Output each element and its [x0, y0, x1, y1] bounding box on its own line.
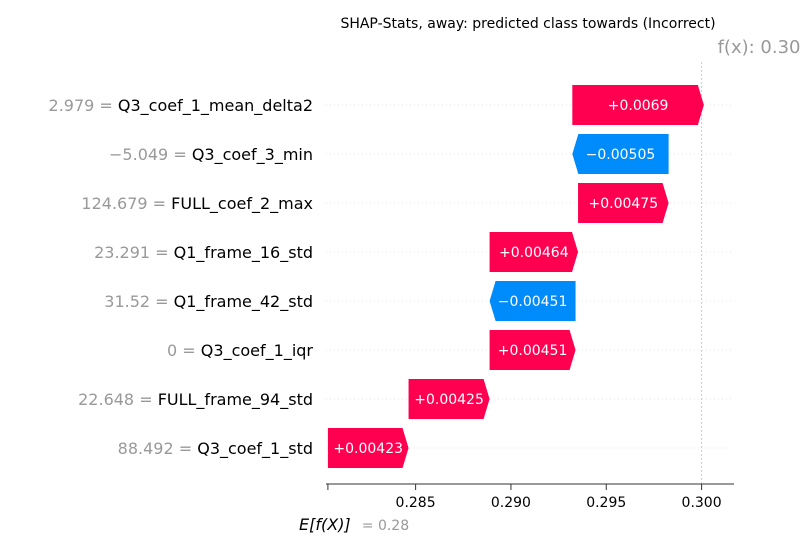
positive-shap-bar — [408, 379, 490, 419]
bar-value-label: +0.00425 — [414, 392, 484, 408]
positive-shap-bar — [572, 85, 704, 125]
positive-shap-bar — [578, 183, 669, 223]
x-ticks-layer: 0.285 0.290 0.295 0.300 — [327, 484, 722, 511]
feature-value: 124.679 = — [81, 194, 171, 213]
bar-value-label: +0.00423 — [333, 441, 403, 457]
base-value-text: = 0.28 — [362, 518, 409, 534]
feature-name: Q3_coef_1_iqr — [201, 341, 314, 361]
feature-name: Q1_frame_42_std — [174, 292, 313, 312]
bar-value-label: +0.00451 — [498, 343, 568, 359]
feature-label: 22.648 = FULL_frame_94_std — [78, 390, 313, 410]
feature-value: 23.291 = — [94, 243, 174, 262]
bar-value-label: +0.00475 — [589, 196, 659, 212]
feature-label: 23.291 = Q1_frame_16_std — [94, 243, 313, 263]
feature-label: 31.52 = Q1_frame_42_std — [104, 292, 313, 312]
feature-label: 88.492 = Q3_coef_1_std — [118, 439, 313, 459]
positive-shap-bar — [489, 330, 576, 370]
chart-title: SHAP-Stats, away: predicted class toward… — [340, 16, 715, 32]
feature-name: Q1_frame_16_std — [174, 243, 313, 263]
bars-layer: +0.0069 −0.00505 +0.00475 +0.00464 −0.00451 +… — [327, 85, 704, 468]
negative-shap-bar — [572, 134, 669, 174]
feature-labels-layer: 2.979 = Q3_coef_1_mean_delta2 −5.049 = Q3… — [49, 96, 314, 459]
bar-value-label: +0.00464 — [499, 245, 569, 261]
base-value-label: E[f(X)] = 0.28 — [299, 515, 409, 534]
feature-name: Q3_coef_3_min — [192, 145, 313, 165]
bar-value-label: −0.00505 — [586, 147, 656, 163]
feature-name: FULL_frame_94_std — [158, 390, 313, 410]
feature-value: 31.52 = — [104, 292, 173, 311]
feature-name: Q3_coef_1_std — [197, 439, 313, 459]
bar-value-label: −0.00451 — [498, 294, 568, 310]
x-tick-label: 0.290 — [491, 495, 531, 511]
feature-label: 0 = Q3_coef_1_iqr — [167, 341, 313, 361]
feature-value: 2.979 = — [49, 96, 118, 115]
x-tick-label: 0.300 — [682, 495, 722, 511]
grid-layer — [326, 104, 734, 449]
feature-value: −5.049 = — [109, 145, 192, 164]
feature-value: 22.648 = — [78, 390, 158, 409]
feature-label: 2.979 = Q3_coef_1_mean_delta2 — [49, 96, 313, 116]
x-tick-label: 0.285 — [396, 495, 436, 511]
base-label-text: E[f(X)] — [299, 515, 351, 534]
feature-label: −5.049 = Q3_coef_3_min — [109, 145, 313, 165]
feature-value: 88.492 = — [118, 439, 198, 458]
fx-label: f(x): 0.30 — [718, 37, 800, 58]
feature-value: 0 = — [167, 341, 201, 360]
x-tick-label: 0.295 — [586, 495, 626, 511]
positive-shap-bar — [327, 428, 409, 468]
negative-shap-bar — [489, 281, 576, 321]
bar-value-label: +0.0069 — [608, 98, 669, 114]
feature-name: FULL_coef_2_max — [171, 194, 313, 214]
feature-label: 124.679 = FULL_coef_2_max — [81, 194, 313, 214]
positive-shap-bar — [489, 232, 579, 272]
feature-name: Q3_coef_1_mean_delta2 — [118, 96, 313, 116]
